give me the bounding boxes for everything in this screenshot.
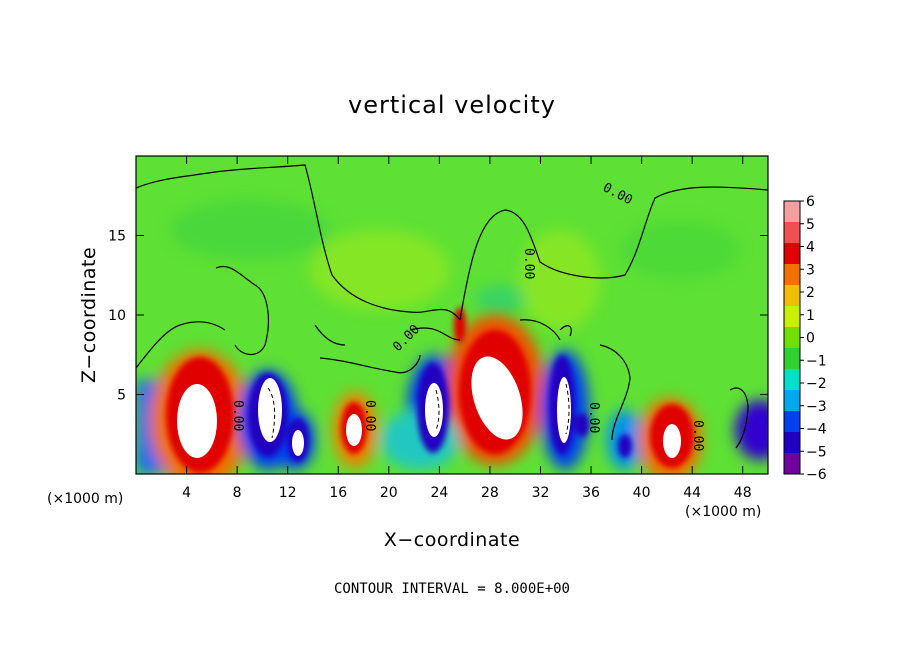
colorbar-swatch xyxy=(784,348,800,370)
contour-label: 0.00 xyxy=(362,400,377,431)
contour-label: 0.00 xyxy=(230,400,245,431)
colorbar-swatch xyxy=(784,432,800,454)
x-axis-label: X−coordinate xyxy=(384,529,520,551)
x-tick-label: 4 xyxy=(182,485,191,501)
x-tick-label: 40 xyxy=(633,485,651,501)
colorbar-label: −3 xyxy=(806,399,827,415)
y-axis: 5 10 15 xyxy=(108,229,768,404)
colorbar-label: 6 xyxy=(806,194,815,210)
contour-label: 0.00 xyxy=(521,248,536,279)
colorbar-label: −4 xyxy=(806,422,827,438)
colorbar-label: 2 xyxy=(806,285,815,301)
y-axis-label: Z−coordinate xyxy=(78,247,100,383)
x-tick-label: 48 xyxy=(734,485,752,501)
x-axis: 4 8 12 16 20 24 28 32 36 40 44 48 xyxy=(182,156,752,501)
colorbar-swatch xyxy=(784,411,800,433)
x-tick-label: 24 xyxy=(430,485,448,501)
colorbar-label: −5 xyxy=(806,444,827,460)
contour-label: 0.00 xyxy=(690,420,705,451)
colorbar-swatch xyxy=(784,243,800,265)
colorbar-label: 3 xyxy=(806,262,815,278)
colorbar-label: −2 xyxy=(806,376,827,392)
x-unit-label-left: (×1000 m) xyxy=(47,491,123,507)
colorbar-swatch xyxy=(784,285,800,307)
y-tick-label: 15 xyxy=(108,229,126,245)
colorbar-label: 1 xyxy=(806,308,815,324)
x-tick-label: 12 xyxy=(279,485,297,501)
colorbar-swatch xyxy=(784,306,800,328)
colorbar: 6 5 4 3 2 1 0 −1 −2 −3 −4 −5 −6 xyxy=(783,194,827,483)
x-unit-label-right: (×1000 m) xyxy=(685,504,761,520)
colorbar-swatch xyxy=(784,453,800,475)
x-tick-label: 32 xyxy=(532,485,550,501)
colorbar-label: 4 xyxy=(806,240,815,256)
colorbar-swatch xyxy=(784,201,800,223)
x-tick-label: 44 xyxy=(683,485,701,501)
colorbar-swatch xyxy=(784,222,800,244)
colorbar-label: 5 xyxy=(806,217,815,233)
colorbar-swatch xyxy=(784,264,800,286)
x-tick-label: 16 xyxy=(329,485,347,501)
colorbar-label: −1 xyxy=(806,353,827,369)
contour-interval-note: CONTOUR INTERVAL = 8.000E+00 xyxy=(334,581,570,597)
contour-label: 0.00 xyxy=(586,402,601,433)
x-tick-label: 28 xyxy=(481,485,499,501)
chart-title: vertical velocity xyxy=(348,91,556,119)
colorbar-swatch xyxy=(784,369,800,391)
y-tick-label: 5 xyxy=(117,388,126,404)
colorbar-swatch xyxy=(784,390,800,412)
colorbar-swatch xyxy=(784,327,800,349)
colorbar-label: 0 xyxy=(806,331,815,347)
velocity-field: 0.00 0.00 0.00 0.00 0.00 0.00 0.00 xyxy=(136,156,768,474)
x-tick-label: 20 xyxy=(380,485,398,501)
y-tick-label: 10 xyxy=(108,308,126,324)
x-tick-label: 8 xyxy=(233,485,242,501)
x-tick-label: 36 xyxy=(582,485,600,501)
colorbar-label: −6 xyxy=(806,467,827,483)
